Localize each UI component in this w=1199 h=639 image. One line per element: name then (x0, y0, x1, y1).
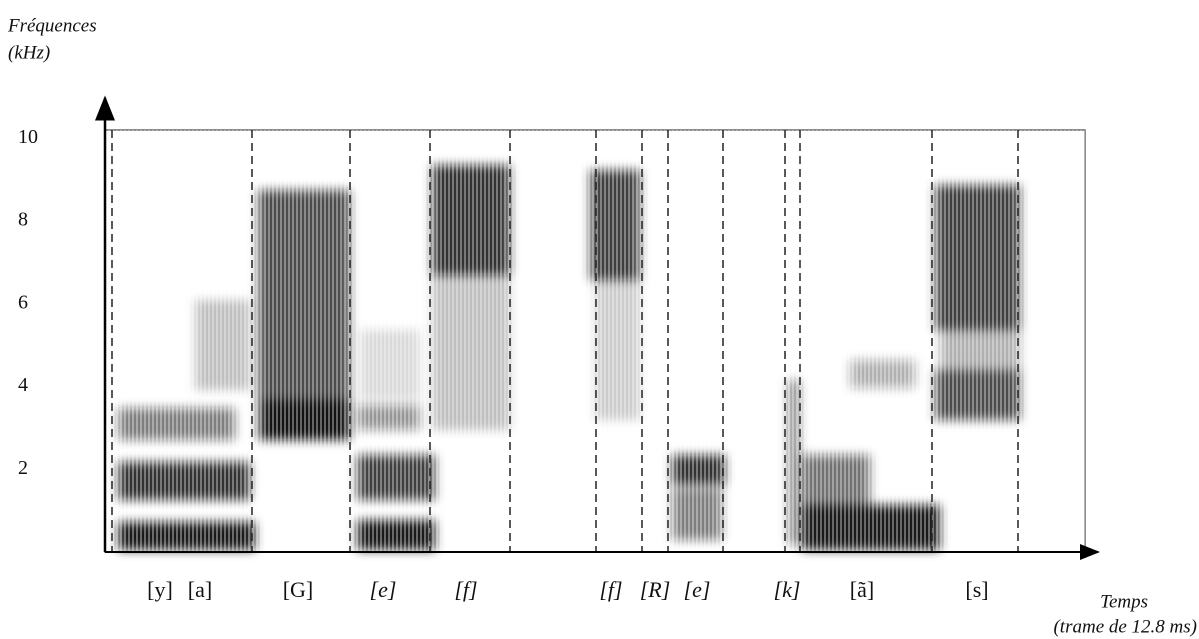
y-axis-label: (kHz) (8, 42, 50, 63)
phoneme-label: [s] (965, 577, 988, 602)
phoneme-label: [a] (188, 577, 212, 602)
y-tick-label: 10 (18, 126, 38, 148)
y-axis-label: Fréquences (7, 15, 97, 36)
phoneme-label: [f] (454, 577, 477, 602)
x-axis-label: (trame de 12.8 ms) (1053, 616, 1197, 637)
phoneme-label: [R] (640, 577, 671, 602)
y-tick-label: 6 (18, 291, 28, 313)
phoneme-label: [ã] (850, 577, 874, 602)
y-tick-label: 4 (18, 374, 28, 396)
phoneme-label: [k] (774, 577, 801, 602)
phoneme-label: [G] (283, 577, 314, 602)
phoneme-label: [f] (599, 577, 622, 602)
phoneme-label: [e] (370, 577, 397, 602)
y-tick-label: 8 (18, 209, 28, 231)
phoneme-label: [e] (684, 577, 711, 602)
segment-boundaries (111, 130, 1019, 552)
phoneme-label: [y] (147, 577, 173, 602)
texture (105, 130, 1085, 552)
y-tick-label: 2 (18, 457, 28, 479)
x-axis-label: Temps (1100, 591, 1148, 612)
